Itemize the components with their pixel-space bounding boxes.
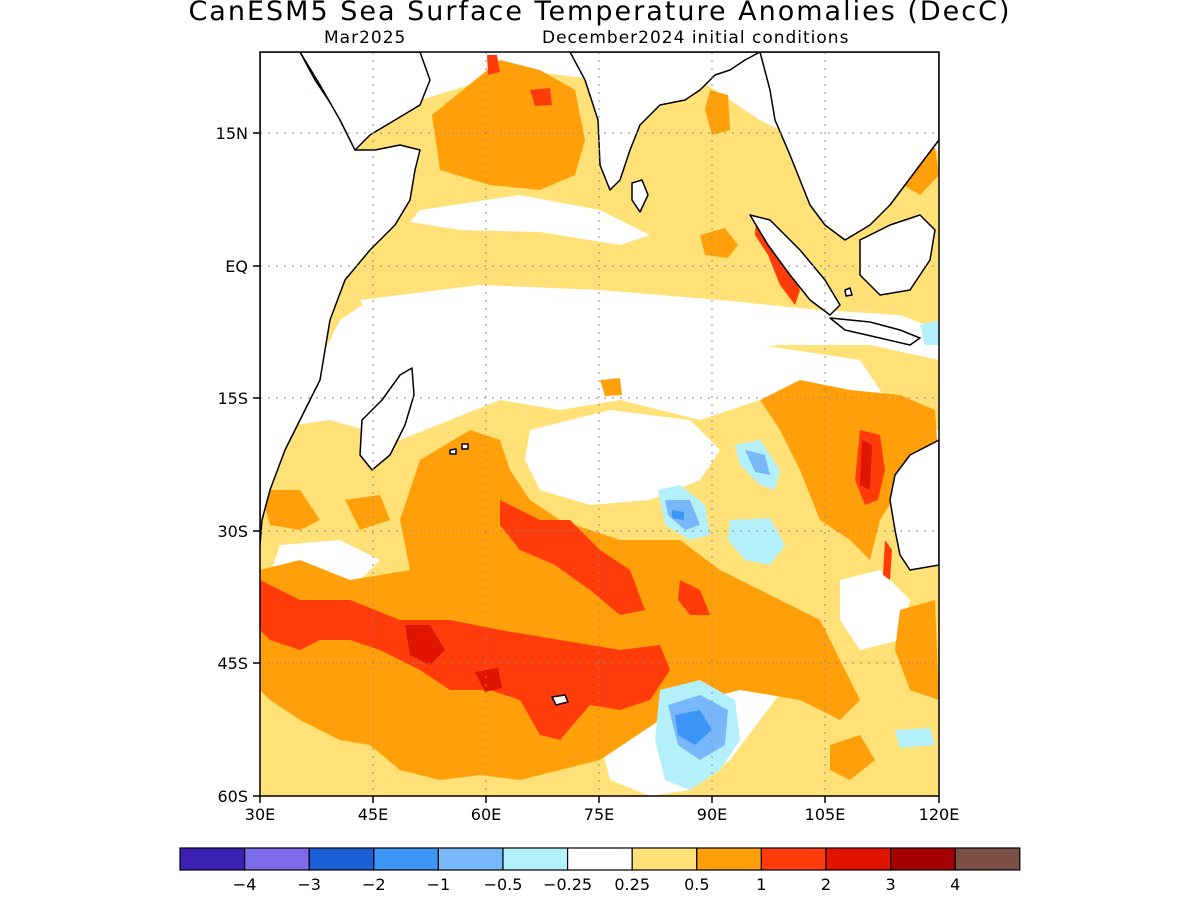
lat-tick-label: 30S — [217, 522, 248, 541]
lon-tick-label: 75E — [584, 805, 614, 824]
gridlines — [260, 52, 939, 796]
colorbar-label: −3 — [297, 875, 321, 894]
colorbar-swatch — [889, 847, 956, 871]
lat-tick-label: EQ — [225, 257, 248, 276]
colorbar-label: 2 — [821, 875, 831, 894]
lon-tick-label: 45E — [358, 805, 388, 824]
colorbar-swatch — [373, 847, 439, 871]
colorbar-swatch — [696, 847, 762, 871]
land-masses — [260, 52, 939, 706]
colorbar-swatch — [437, 847, 504, 871]
anomaly-field — [260, 52, 939, 796]
colorbar-swatch — [825, 847, 892, 871]
colorbar-swatch — [631, 847, 698, 871]
lat-tick-label: 15S — [217, 389, 248, 408]
colorbar-swatch — [179, 847, 246, 871]
colorbar-label: −0.5 — [484, 875, 523, 894]
lon-tick-label: 105E — [805, 805, 846, 824]
lon-tick-label: 90E — [697, 805, 727, 824]
lon-tick-label: 120E — [919, 805, 960, 824]
valid-month: Mar2025 — [324, 28, 407, 48]
lat-tick-label: 45S — [217, 654, 248, 673]
colorbar-label: 0.25 — [614, 875, 650, 894]
colorbar-swatch — [954, 847, 1021, 871]
colorbar-label: −1 — [427, 875, 451, 894]
colorbar-label: 0.5 — [684, 875, 709, 894]
init-conditions: December2024 initial conditions — [542, 28, 850, 48]
colorbar: −4 −3 −2 −1 −0.5 −0.25 0.25 0.5 1 2 3 4 — [179, 847, 1021, 894]
colorbar-label: 4 — [950, 875, 960, 894]
lat-tick-label: 15N — [216, 124, 248, 143]
lat-tick-label: 60S — [217, 787, 248, 806]
colorbar-label: −4 — [233, 875, 257, 894]
colorbar-label: 3 — [886, 875, 896, 894]
colorbar-swatch — [308, 847, 375, 871]
colorbar-label: 1 — [756, 875, 766, 894]
anomaly-region-2-3 — [405, 440, 872, 692]
colorbar-swatch — [760, 847, 827, 871]
colorbar-label: −2 — [362, 875, 386, 894]
colorbar-swatch — [566, 847, 633, 871]
anomaly-region-neg1-neg2 — [672, 510, 712, 745]
colorbar-swatch — [502, 847, 569, 871]
lon-tick-label: 30E — [245, 805, 275, 824]
colorbar-swatch — [244, 847, 310, 871]
colorbar-label: −0.25 — [543, 875, 592, 894]
tick-marks — [253, 132, 940, 803]
lon-tick-label: 60E — [471, 805, 501, 824]
map-title: CanESM5 Sea Surface Temperature Anomalie… — [188, 0, 1012, 27]
